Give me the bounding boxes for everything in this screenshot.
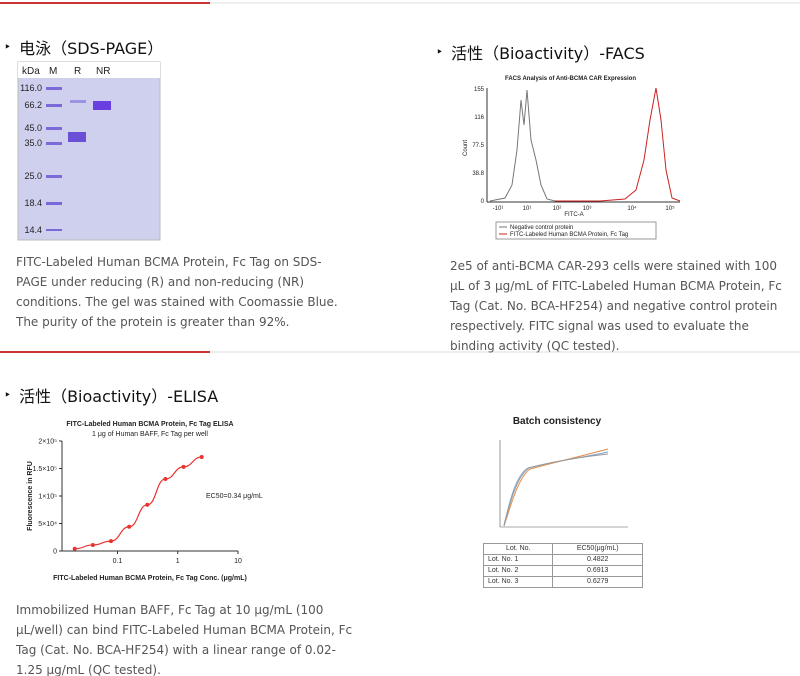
x-tick-label: 0.1	[113, 558, 123, 565]
data-point	[163, 476, 168, 481]
x-tick-label: 10	[234, 558, 242, 565]
gel-header: R	[74, 66, 81, 77]
section-title: 电泳（SDS-PAGE）	[4, 35, 163, 59]
x-tick-label: 10²	[553, 206, 562, 212]
y-tick-label: 2×10⁵	[38, 439, 57, 446]
chart-subtitle: 1 μg of Human BAFF, Fc Tag per well	[92, 431, 208, 438]
table-cell: Lot. No. 2	[482, 565, 554, 577]
figure-title: Batch consistency	[513, 416, 602, 427]
y-tick-label: 1.5×10⁵	[32, 466, 57, 473]
gel-marker: 116.0	[20, 83, 42, 93]
x-axis-label: FITC-Labeled Human BCMA Protein, Fc Tag …	[53, 575, 247, 582]
legend-entry: FITC-Labeled Human BCMA Protein, Fc Tag	[510, 232, 628, 238]
x-tick-label: 10⁵	[665, 205, 675, 212]
gel-header: NR	[96, 66, 110, 77]
data-point	[127, 524, 132, 529]
data-point	[108, 539, 113, 544]
table-cell: 0.4822	[552, 554, 643, 566]
gel-marker: 14.4	[24, 225, 42, 235]
x-tick-label: 10⁴	[627, 205, 637, 212]
figure-title: FACS Analysis of Anti-BCMA CAR Expressio…	[505, 76, 636, 82]
y-tick-label: 155	[474, 87, 485, 93]
batch-plot	[499, 440, 628, 528]
y-tick-label: 116	[474, 115, 484, 121]
x-tick-label: 10³	[583, 206, 592, 212]
x-tick-label: 10¹	[523, 206, 532, 212]
fit-line	[74, 456, 202, 550]
section-title: 活性（Bioactivity）-ELISA	[4, 383, 218, 407]
chart-title: FITC-Labeled Human BCMA Protein, Fc Tag …	[66, 421, 233, 428]
caption: Immobilized Human BAFF, Fc Tag at 10 μg/…	[16, 603, 353, 676]
x-tick-label: 1	[176, 558, 180, 565]
gel-marker: 18.4	[24, 198, 42, 208]
gel-marker: 35.0	[24, 138, 42, 148]
gel-marker: 66.2	[24, 100, 42, 110]
batch-table: Lot. No. EC50(μg/mL) Lot. No. 1 0.4822 Lot…	[482, 543, 643, 588]
data-point	[181, 464, 186, 469]
data-point	[72, 546, 77, 551]
y-tick-label: 0	[53, 549, 57, 556]
facs-plot	[455, 72, 681, 242]
annotation: EC50=0.34 μg/mL	[206, 493, 263, 500]
y-tick-label: 0	[481, 199, 485, 205]
table-cell: Lot. No. 1	[482, 554, 554, 566]
y-tick-label: 1×10⁵	[38, 494, 57, 501]
axis-label: FITC-A	[564, 212, 583, 218]
y-tick-label: 5×10⁴	[38, 521, 57, 528]
section-title: 活性（Bioactivity）-FACS	[436, 40, 645, 64]
y-tick-label: 77.5	[472, 143, 484, 149]
y-axis-label: Fluorescence in RFU	[27, 461, 34, 531]
gel-image	[17, 61, 161, 241]
data-point	[145, 502, 150, 507]
data-point	[90, 542, 95, 547]
table-header: EC50(μg/mL)	[552, 543, 643, 555]
data-point	[199, 454, 204, 459]
caption: FITC-Labeled Human BCMA Protein, Fc Tag …	[16, 255, 338, 329]
gel-header: M	[49, 66, 57, 77]
table-cell: 0.6913	[552, 565, 643, 577]
gel-header: kDa	[22, 66, 40, 77]
legend-entry: Negative control protein	[510, 225, 573, 231]
y-tick-label: 38.8	[472, 171, 484, 177]
caption: 2e5 of anti-BCMA CAR-293 cells were stai…	[450, 259, 782, 353]
table-cell: Lot. No. 3	[482, 576, 554, 588]
x-tick-label: -10¹	[493, 206, 504, 212]
table-cell: 0.6279	[552, 576, 643, 588]
gel-marker: 25.0	[24, 171, 42, 181]
gel-marker: 45.0	[24, 123, 42, 133]
table-header: Lot. No.	[482, 543, 554, 555]
axis-label: Count	[463, 140, 469, 156]
